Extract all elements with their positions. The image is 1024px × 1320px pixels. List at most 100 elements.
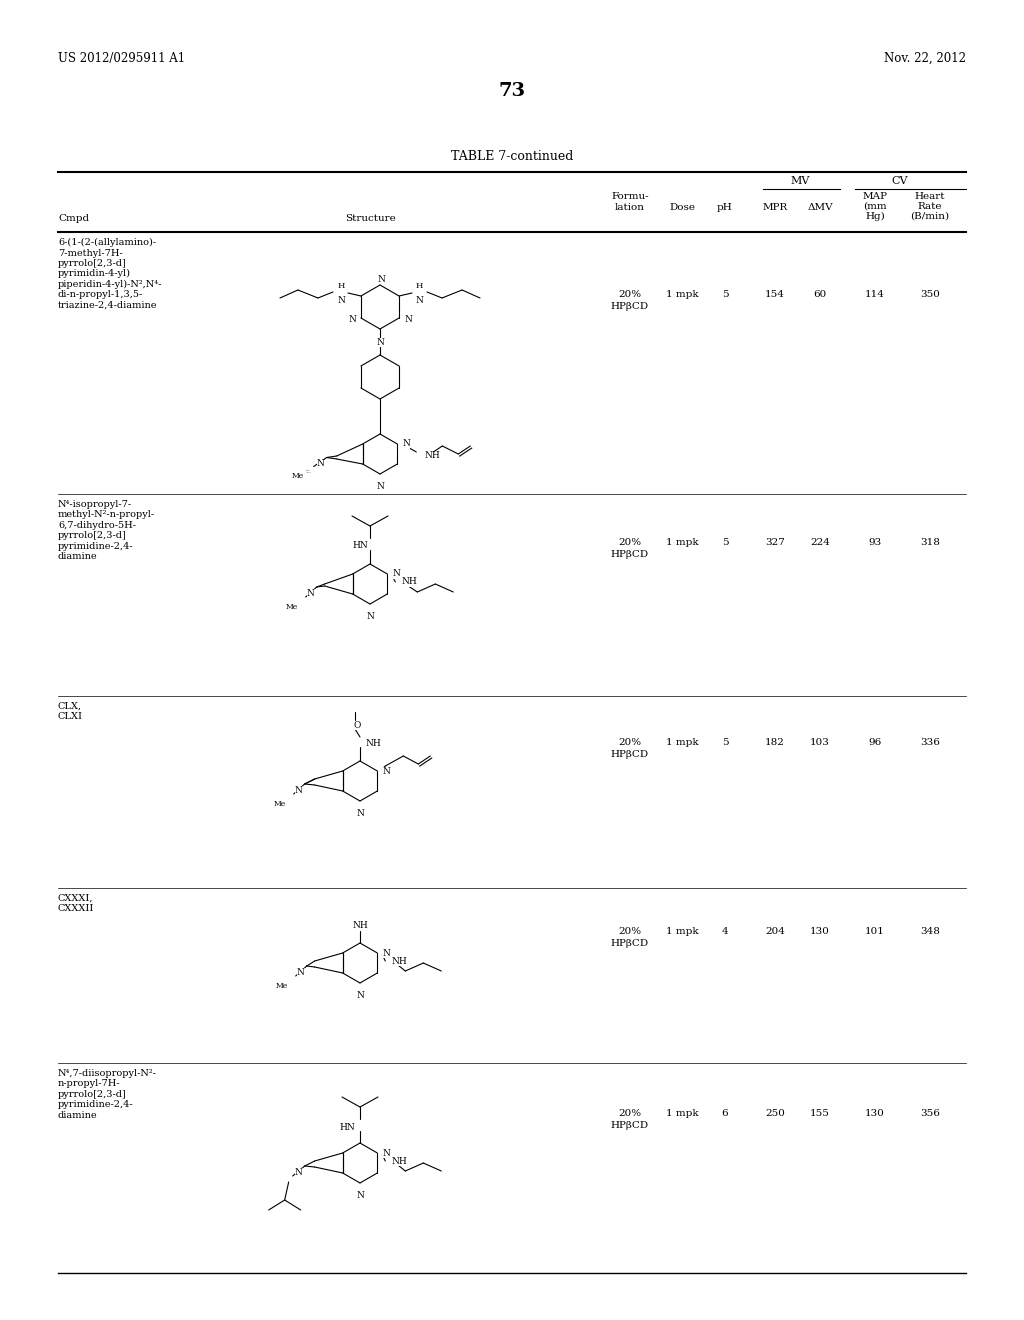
- Text: 348: 348: [920, 927, 940, 936]
- Text: NH: NH: [391, 1156, 408, 1166]
- Text: N: N: [366, 612, 374, 620]
- Text: NH: NH: [391, 957, 408, 965]
- Text: 130: 130: [810, 927, 829, 936]
- Text: N: N: [297, 968, 305, 977]
- Text: 5: 5: [722, 539, 728, 548]
- Text: N: N: [382, 767, 390, 776]
- Text: CLX,
CLXI: CLX, CLXI: [58, 702, 83, 722]
- Text: 101: 101: [865, 927, 885, 936]
- Text: N: N: [415, 296, 423, 305]
- Text: 1 mpk: 1 mpk: [666, 927, 698, 936]
- Text: 5: 5: [722, 738, 728, 747]
- Text: 114: 114: [865, 289, 885, 298]
- Text: CXXXI,
CXXXII: CXXXI, CXXXII: [58, 894, 94, 913]
- Text: TABLE 7-continued: TABLE 7-continued: [451, 150, 573, 162]
- Text: N: N: [404, 314, 412, 323]
- Text: 20%: 20%: [618, 1109, 642, 1118]
- Text: Me: Me: [286, 603, 298, 611]
- Text: N: N: [348, 314, 356, 323]
- Text: N⁴-isopropyl-7-
methyl-N²-n-propyl-
6,7-dihydro-5H-
pyrrolo[2,3-d]
pyrimidine-2,: N⁴-isopropyl-7- methyl-N²-n-propyl- 6,7-…: [58, 500, 155, 561]
- Text: N: N: [376, 482, 384, 491]
- Text: N: N: [316, 459, 325, 469]
- Text: 73: 73: [499, 82, 525, 100]
- Text: (mm: (mm: [863, 202, 887, 211]
- Text: 155: 155: [810, 1109, 829, 1118]
- Text: 1 mpk: 1 mpk: [666, 738, 698, 747]
- Text: 96: 96: [868, 738, 882, 747]
- Text: 350: 350: [920, 289, 940, 298]
- Text: N: N: [295, 1168, 303, 1177]
- Text: Formu-: Formu-: [611, 191, 649, 201]
- Text: Rate: Rate: [918, 202, 942, 211]
- Text: 1 mpk: 1 mpk: [666, 1109, 698, 1118]
- Text: 20%: 20%: [618, 539, 642, 548]
- Text: 20%: 20%: [618, 289, 642, 298]
- Text: 60: 60: [813, 289, 826, 298]
- Text: 5: 5: [722, 289, 728, 298]
- Text: NH: NH: [352, 920, 368, 929]
- Text: 20%: 20%: [618, 738, 642, 747]
- Text: 130: 130: [865, 1109, 885, 1118]
- Text: Cmpd: Cmpd: [58, 214, 89, 223]
- Text: 6-(1-(2-(allylamino)-
7-methyl-7H-
pyrrolo[2,3-d]
pyrimidin-4-yl)
piperidin-4-yl: 6-(1-(2-(allylamino)- 7-methyl-7H- pyrro…: [58, 238, 163, 310]
- Text: 4: 4: [722, 927, 728, 936]
- Text: HPβCD: HPβCD: [611, 750, 649, 759]
- Text: ΔMV: ΔMV: [807, 203, 833, 213]
- Text: HPβCD: HPβCD: [611, 550, 649, 560]
- Text: O: O: [353, 721, 360, 730]
- Text: HPβCD: HPβCD: [611, 1121, 649, 1130]
- Text: 1 mpk: 1 mpk: [666, 539, 698, 548]
- Text: N: N: [356, 991, 364, 1001]
- Text: lation: lation: [615, 203, 645, 213]
- Text: Hg): Hg): [865, 213, 885, 222]
- Text: HN: HN: [352, 541, 368, 550]
- Text: 224: 224: [810, 539, 829, 548]
- Text: 327: 327: [765, 539, 785, 548]
- Text: MAP: MAP: [862, 191, 888, 201]
- Text: US 2012/0295911 A1: US 2012/0295911 A1: [58, 51, 185, 65]
- Text: N: N: [377, 275, 385, 284]
- Text: 318: 318: [920, 539, 940, 548]
- Text: 154: 154: [765, 289, 785, 298]
- Text: 182: 182: [765, 738, 785, 747]
- Text: N: N: [382, 949, 390, 957]
- Text: HPβCD: HPβCD: [611, 302, 649, 310]
- Text: 336: 336: [920, 738, 940, 747]
- Text: Me: Me: [273, 800, 286, 808]
- Text: Me: Me: [292, 471, 304, 479]
- Text: pH: pH: [717, 203, 733, 213]
- Text: methyl: methyl: [306, 471, 311, 473]
- Text: 6: 6: [722, 1109, 728, 1118]
- Text: CV: CV: [892, 176, 908, 186]
- Text: MPR: MPR: [763, 203, 787, 213]
- Text: methyl: methyl: [306, 470, 311, 471]
- Text: Me: Me: [275, 982, 288, 990]
- Text: NH: NH: [424, 451, 440, 461]
- Text: N: N: [382, 1148, 390, 1158]
- Text: MV: MV: [791, 176, 810, 186]
- Text: N: N: [392, 569, 400, 578]
- Text: H: H: [416, 282, 423, 290]
- Text: N: N: [402, 440, 411, 449]
- Text: 20%: 20%: [618, 927, 642, 936]
- Text: H: H: [337, 282, 345, 290]
- Text: HPβCD: HPβCD: [611, 939, 649, 948]
- Text: N: N: [307, 589, 314, 598]
- Text: N⁴,7-diisopropyl-N²-
n-propyl-7H-
pyrrolo[2,3-d]
pyrimidine-2,4-
diamine: N⁴,7-diisopropyl-N²- n-propyl-7H- pyrrol…: [58, 1069, 157, 1119]
- Text: N: N: [356, 1191, 364, 1200]
- Text: NH: NH: [365, 738, 381, 747]
- Text: HN: HN: [339, 1122, 355, 1131]
- Text: 356: 356: [920, 1109, 940, 1118]
- Text: (B/min): (B/min): [910, 213, 949, 220]
- Text: 204: 204: [765, 927, 785, 936]
- Text: Heart: Heart: [914, 191, 945, 201]
- Text: Nov. 22, 2012: Nov. 22, 2012: [884, 51, 966, 65]
- Text: Dose: Dose: [669, 203, 695, 213]
- Text: N: N: [295, 785, 303, 795]
- Text: N: N: [356, 809, 364, 818]
- Text: N: N: [376, 338, 384, 347]
- Text: Structure: Structure: [345, 214, 395, 223]
- Text: 250: 250: [765, 1109, 785, 1118]
- Text: N: N: [337, 296, 345, 305]
- Text: 103: 103: [810, 738, 829, 747]
